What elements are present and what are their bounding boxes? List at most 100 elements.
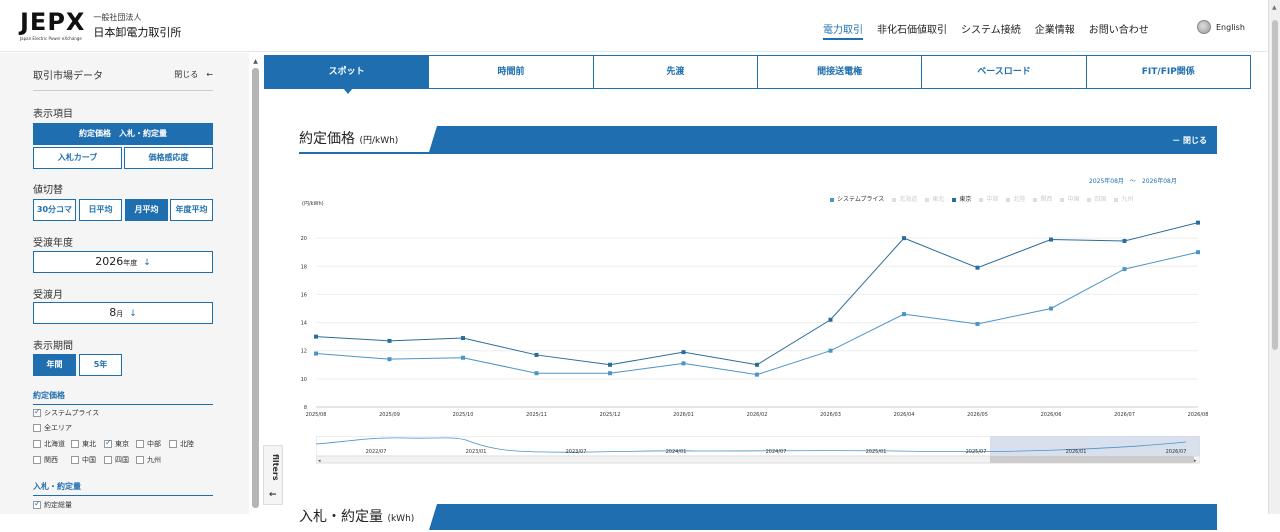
- period-year-button[interactable]: 年間: [33, 354, 76, 376]
- switch-monthly-button[interactable]: 月平均: [125, 199, 168, 221]
- month-label: 受渡月: [33, 290, 63, 301]
- sidebar-scroll-thumb[interactable]: [252, 68, 259, 508]
- sidebar-scrollbar[interactable]: ▲: [252, 58, 259, 514]
- navigator-label: 2022/07: [366, 449, 387, 455]
- scroll-up-icon[interactable]: ▲: [1272, 4, 1277, 11]
- switch-label: 値切替: [33, 185, 63, 196]
- chart-navigator[interactable]: 2022/07 2023/01 2023/07 2024/01 2024/07 2025/…: [316, 436, 1200, 466]
- legend-item[interactable]: 九州: [1114, 194, 1133, 203]
- navigator-scroll-thumb[interactable]: [990, 456, 1194, 463]
- data-point: [975, 321, 980, 326]
- data-point: [975, 265, 980, 270]
- legend-item[interactable]: 四国: [1087, 194, 1106, 203]
- scroll-right-icon[interactable]: ▸: [1194, 458, 1197, 464]
- bid-section-title: 入札・約定量: [33, 481, 213, 496]
- legend-item[interactable]: 北海道: [892, 194, 917, 203]
- checkbox-total-volume[interactable]: 約定総量: [33, 499, 72, 510]
- tab-forward[interactable]: 先渡: [593, 56, 758, 88]
- tab-transmission-rights[interactable]: 間接送電権: [757, 56, 923, 88]
- checkbox-shikoku[interactable]: 四国: [104, 455, 129, 465]
- jepx-logo[interactable]: JEPX Japan Electric Power eXchange 一般社団法…: [20, 10, 181, 41]
- checkbox-tokyo[interactable]: 東京: [104, 438, 129, 449]
- checkbox-icon: [33, 440, 41, 448]
- y-tick-label: 10: [301, 377, 307, 383]
- filters-toggle[interactable]: filters ←: [263, 445, 283, 505]
- nav-contact[interactable]: お問い合わせ: [1088, 25, 1149, 36]
- year-select[interactable]: 2026年度 ↓: [33, 251, 213, 273]
- legend-item[interactable]: 北陸: [1006, 194, 1025, 203]
- checkbox-chugoku[interactable]: 中国: [71, 455, 96, 465]
- legend-item[interactable]: 中部: [979, 194, 998, 203]
- checkbox-chubu[interactable]: 中部: [136, 439, 161, 449]
- checkbox-all-areas[interactable]: 全エリア: [33, 423, 72, 433]
- sidebar-close-button[interactable]: 閉じる ←: [174, 70, 213, 79]
- nav-company[interactable]: 企業情報: [1034, 25, 1075, 36]
- switch-daily-button[interactable]: 日平均: [79, 199, 122, 221]
- data-point: [1049, 237, 1053, 242]
- display-bid-curve-button[interactable]: 入札カーブ: [33, 147, 122, 169]
- checkbox-tohoku[interactable]: 東北: [71, 439, 96, 449]
- navigator-selection[interactable]: [990, 436, 1200, 456]
- section-band: [429, 126, 1217, 152]
- checkbox-kyushu[interactable]: 九州: [136, 455, 161, 465]
- legend-item[interactable]: 関西: [1033, 194, 1052, 203]
- tab-baseload[interactable]: ベースロード: [922, 56, 1087, 88]
- legend-item[interactable]: 中国: [1060, 194, 1079, 203]
- tab-fit-fip[interactable]: FIT/FIP関係: [1086, 56, 1250, 88]
- checkbox-icon: [136, 456, 144, 464]
- page-scrollbar[interactable]: ▲: [1268, 0, 1280, 514]
- section-title: 入札・約定量 (kWh): [299, 509, 415, 525]
- month-select[interactable]: 8月 ↓: [33, 302, 213, 324]
- x-tick-label: 2026/04: [894, 412, 915, 418]
- navigator-label: 2023/01: [466, 449, 487, 455]
- period-5year-button[interactable]: 5年: [79, 354, 122, 376]
- scroll-up-icon[interactable]: ▲: [253, 58, 258, 65]
- legend-item[interactable]: 東北: [925, 194, 944, 203]
- nav-power-trading[interactable]: 電力取引: [823, 21, 863, 40]
- switch-fiscal-button[interactable]: 年度平均: [170, 199, 213, 221]
- navigator-label: 2025/01: [866, 449, 887, 455]
- display-sensitivity-button[interactable]: 価格感応度: [124, 147, 213, 169]
- price-line-chart: 8 10 12 14 16 18 20 2025/08 2025/09 2025/10 2025/1…: [301, 220, 1208, 418]
- language-switch[interactable]: English: [1197, 20, 1245, 34]
- data-point: [314, 334, 318, 339]
- logo-subtitle: Japan Electric Power eXchange: [20, 36, 82, 41]
- checkbox-hokuriku[interactable]: 北陸: [169, 439, 194, 449]
- navigator-scrollbar[interactable]: [316, 455, 1200, 464]
- switch-30min-button[interactable]: 30分コマ: [33, 199, 76, 221]
- checkbox-icon: [33, 499, 41, 509]
- tab-intraday[interactable]: 時間前: [429, 56, 594, 88]
- checkbox-kansai[interactable]: 関西: [33, 455, 58, 465]
- y-tick-label: 16: [301, 292, 307, 298]
- logo-mark: JEPX: [20, 8, 86, 36]
- x-tick-label: 2025/10: [453, 412, 474, 418]
- scroll-left-icon[interactable]: ◂: [318, 458, 321, 464]
- checkbox-hokkaido[interactable]: 北海道: [33, 439, 65, 449]
- navigator-label: 2025/07: [966, 449, 987, 455]
- data-point: [755, 362, 759, 367]
- arrow-down-icon: ↓: [143, 258, 151, 268]
- x-tick-label: 2026/05: [967, 412, 988, 418]
- x-tick-label: 2025/11: [526, 412, 547, 418]
- data-point: [608, 371, 612, 376]
- data-point: [1196, 220, 1200, 225]
- tab-spot[interactable]: スポット: [265, 56, 430, 94]
- legend-item[interactable]: システムプライス: [830, 194, 884, 203]
- page-scroll-thumb[interactable]: [1272, 20, 1278, 350]
- year-label: 受渡年度: [33, 238, 73, 249]
- nav-non-fossil[interactable]: 非化石価値取引: [877, 25, 947, 36]
- nav-system[interactable]: システム接続: [961, 25, 1021, 36]
- data-point: [828, 348, 833, 353]
- date-range: 2025年08月 ～ 2026年08月: [1089, 178, 1177, 185]
- arrow-left-icon: ←: [269, 490, 277, 500]
- display-price-volume-button[interactable]: 約定価格 入札・約定量: [33, 123, 213, 145]
- y-tick-label: 12: [301, 349, 307, 355]
- checkbox-system-price[interactable]: システムプライス: [33, 407, 99, 418]
- legend-item[interactable]: 東京: [952, 194, 971, 203]
- series-line: [315, 251, 1199, 376]
- navigator-label: 2023/07: [566, 449, 587, 455]
- chart-legend: システムプライス 北海道 東北 東京 中部 北陸 関西 中国 四国 九州: [830, 194, 1133, 203]
- section-close-button[interactable]: － 閉じる: [1172, 136, 1207, 145]
- data-point: [461, 355, 465, 360]
- checkbox-icon: [104, 438, 112, 448]
